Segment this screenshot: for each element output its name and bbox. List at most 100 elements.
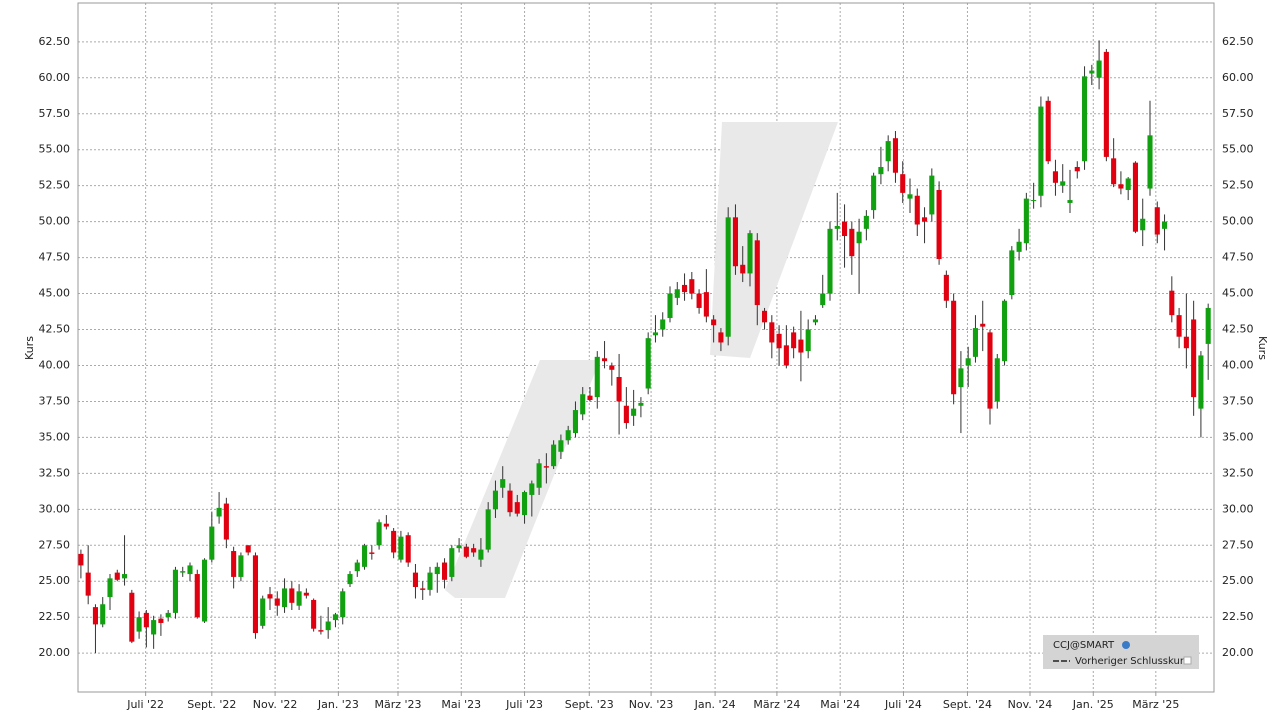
candle-body xyxy=(434,566,440,575)
candle-body xyxy=(856,231,862,244)
candle-body xyxy=(660,319,666,330)
y-tick-label: 62.50 xyxy=(39,35,71,48)
globe-icon xyxy=(1122,641,1130,649)
candle-body xyxy=(412,572,418,587)
y-tick-label: 42.50 xyxy=(39,323,71,336)
candle-body xyxy=(798,339,804,353)
candle-body xyxy=(1111,158,1117,185)
candle-body xyxy=(405,535,411,563)
candle-body xyxy=(965,358,971,366)
candle-body xyxy=(78,553,84,566)
y-tick-label: 52.50 xyxy=(39,179,71,192)
candle-body xyxy=(1140,218,1146,231)
candle-body xyxy=(376,522,382,546)
candle-body xyxy=(514,502,520,514)
x-tick-label: Sept. '22 xyxy=(187,698,236,711)
y2-tick-label: 37.50 xyxy=(1222,394,1254,407)
y2-tick-label: 30.00 xyxy=(1222,502,1254,515)
candle-body xyxy=(180,571,186,573)
candle-body xyxy=(740,264,746,274)
candle-body xyxy=(187,565,193,575)
candle-body xyxy=(267,594,273,599)
candle-body xyxy=(994,358,1000,402)
candle-body xyxy=(1154,207,1160,235)
legend-entry: CCJ@SMART xyxy=(1053,640,1115,651)
candle-body xyxy=(427,572,433,590)
candle-body xyxy=(718,332,724,343)
y-tick-label: 45.00 xyxy=(39,287,71,300)
x-tick-label: Nov. '24 xyxy=(1008,698,1053,711)
candle-body xyxy=(1183,336,1189,349)
candle-body xyxy=(1060,181,1066,186)
y-tick-label: 22.50 xyxy=(39,610,71,623)
candle-body xyxy=(827,228,833,294)
x-tick-label: Mai '23 xyxy=(441,698,481,711)
x-tick-label: Sept. '23 xyxy=(565,698,614,711)
candle-body xyxy=(900,174,906,193)
y2-tick-label: 62.50 xyxy=(1222,35,1254,48)
candle-body xyxy=(449,548,455,577)
candle-body xyxy=(332,614,338,621)
candle-body xyxy=(1176,315,1182,337)
candle-body xyxy=(347,574,353,585)
candle-body xyxy=(842,221,848,237)
candle-body xyxy=(260,598,266,626)
candle-body xyxy=(1023,198,1029,244)
y2-tick-label: 20.00 xyxy=(1222,646,1254,659)
candle-body xyxy=(1082,76,1088,162)
candle-body xyxy=(972,328,978,357)
candle-body xyxy=(754,240,760,306)
candle-body xyxy=(587,395,593,401)
y2-tick-label: 42.50 xyxy=(1222,323,1254,336)
y2-tick-label: 57.50 xyxy=(1222,107,1254,120)
candle-body xyxy=(682,284,688,293)
candle-body xyxy=(703,292,709,317)
candle-body xyxy=(1038,106,1044,196)
candle-body xyxy=(492,490,498,510)
y2-tick-label: 45.00 xyxy=(1222,287,1254,300)
candle-body xyxy=(878,166,884,175)
candle-body xyxy=(391,530,397,553)
candle-body xyxy=(1125,178,1131,190)
candle-body xyxy=(1118,184,1124,189)
candle-body xyxy=(85,572,91,596)
candle-body xyxy=(958,368,964,388)
candle-body xyxy=(340,591,346,618)
y-tick-label: 60.00 xyxy=(39,71,71,84)
candle-body xyxy=(696,293,702,308)
candle-body xyxy=(1096,60,1102,78)
candle-body xyxy=(1162,221,1168,229)
candle-body xyxy=(471,548,477,553)
candle-body xyxy=(638,402,644,406)
x-tick-label: Jan. '24 xyxy=(694,698,736,711)
candle-body xyxy=(594,356,600,398)
candle-body xyxy=(92,607,98,625)
x-tick-label: März '23 xyxy=(374,698,421,711)
candle-body xyxy=(1132,162,1138,232)
legend-checkbox[interactable] xyxy=(1183,656,1192,665)
candle-body xyxy=(354,562,360,572)
y-tick-label: 27.50 xyxy=(39,538,71,551)
candle-body xyxy=(943,274,949,301)
candle-body xyxy=(122,574,128,579)
candle-body xyxy=(551,444,557,467)
x-tick-label: Juli '22 xyxy=(126,698,164,711)
y2-tick-label: 22.50 xyxy=(1222,610,1254,623)
y2-axis-label: Kurs xyxy=(1256,336,1269,360)
candle-body xyxy=(369,552,375,554)
candle-body xyxy=(572,410,578,434)
candle-body xyxy=(1045,100,1051,162)
candle-body xyxy=(1016,241,1022,252)
candle-body xyxy=(907,194,913,199)
candle-body xyxy=(252,555,258,634)
legend-entry: Vorheriger Schlusskurs xyxy=(1075,656,1189,667)
candle-body xyxy=(885,141,891,162)
candle-body xyxy=(325,621,331,631)
candle-body xyxy=(202,559,208,622)
candle-body xyxy=(1074,166,1080,172)
candle-body xyxy=(478,549,484,560)
candle-body xyxy=(689,279,695,294)
candle-body xyxy=(114,572,120,580)
